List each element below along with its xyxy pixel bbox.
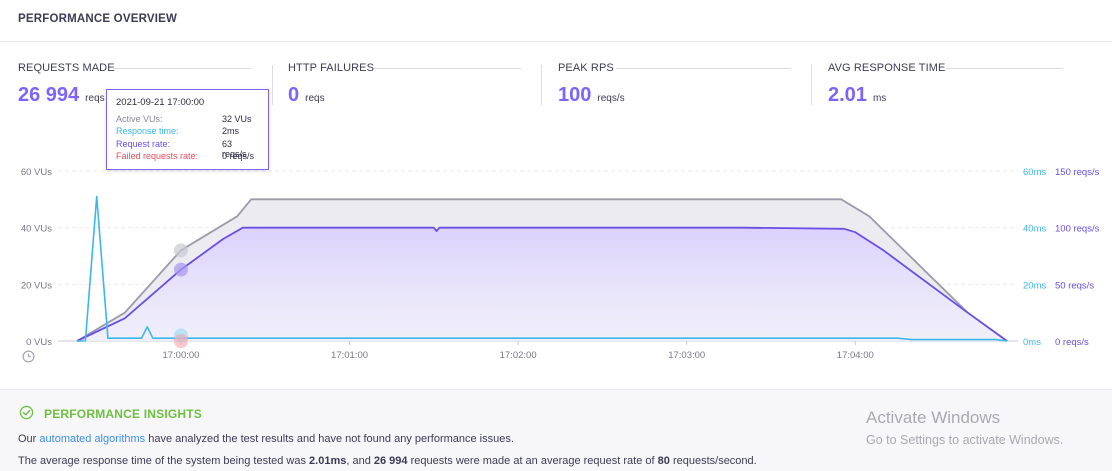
- stat-value-failures: 0 reqs: [288, 84, 325, 106]
- chart-canvas[interactable]: 0 VUs 0ms 0 reqs/s 20 VUs 20ms 50 reqs/s 40 VU…: [0, 155, 1112, 370]
- tooltip-value: 32 VUs: [222, 114, 252, 124]
- tooltip-row-failed-rate: Failed requests rate: 0 reqs/s: [116, 151, 259, 163]
- stat-value-requests: 26 994 reqs: [18, 84, 105, 106]
- hover-marker-rps: [173, 262, 188, 277]
- x-tick-label: 17:00:00: [162, 350, 199, 361]
- tooltip-label: Request rate:: [116, 138, 171, 149]
- tooltip-label: Failed requests rate:: [116, 150, 199, 161]
- tooltip-value: 2ms: [222, 126, 240, 137]
- y-tick-label-vus: 60 VUs: [21, 167, 52, 178]
- y-tick-label-rps: 50 reqs/s: [1055, 280, 1094, 291]
- x-tick-label: 17:03:00: [668, 350, 705, 361]
- y-tick-label-ms: 20ms: [1023, 280, 1046, 291]
- series-line-ms: [77, 195, 1008, 342]
- y-tick-label-vus: 0 VUs: [26, 337, 52, 348]
- stat-value-peak-rps: 100 reqs/s: [558, 84, 625, 106]
- tooltip-value: 0 reqs/s: [222, 150, 255, 161]
- stat-divider-line: [113, 68, 251, 69]
- stat-divider-line: [616, 68, 791, 69]
- tooltip-label: Response time:: [116, 126, 179, 137]
- windows-activation-title: Activate Windows: [866, 408, 1001, 427]
- tooltip-row-response: Response time: 2ms: [116, 126, 259, 138]
- series-line-vus: [76, 198, 1008, 342]
- x-tick-label: 17:01:00: [331, 350, 368, 361]
- stat-requests-made: REQUESTS MADE: [18, 62, 115, 74]
- performance-chart[interactable]: 0 VUs 0ms 0 reqs/s 20 VUs 20ms 50 reqs/s 40 VU…: [0, 155, 1112, 370]
- insights-title: PERFORMANCE INSIGHTS: [44, 407, 203, 421]
- y-tick-label-rps: 0 reqs/s: [1055, 337, 1089, 348]
- stat-label: REQUESTS MADE: [18, 62, 115, 74]
- check-circle-icon: [19, 405, 34, 420]
- y-tick-label-vus: 40 VUs: [21, 224, 52, 235]
- clock-icon: [22, 350, 35, 363]
- tooltip-label: Active VUs:: [116, 114, 163, 124]
- y-tick-label-ms: 0ms: [1023, 337, 1041, 348]
- hover-marker-failed: [173, 334, 188, 348]
- series-line-rps: [76, 226, 1008, 342]
- stat-divider-line: [946, 68, 1063, 69]
- x-tick-label: 17:04:00: [837, 350, 874, 361]
- stat-separator: [811, 65, 812, 105]
- stat-http-failures: HTTP FAILURES: [288, 62, 374, 74]
- chart-tooltip: 2021-09-21 17:00:00 Active VUs: 32 VUs R…: [106, 89, 269, 170]
- tooltip-row-vus: Active VUs: 32 VUs: [116, 114, 259, 126]
- y-tick-label-rps: 150 reqs/s: [1055, 167, 1100, 178]
- hover-marker-vus: [173, 243, 188, 258]
- insights-summary: Our automated algorithms have analyzed t…: [18, 433, 514, 445]
- tooltip-time: 2021-09-21 17:00:00: [116, 97, 205, 108]
- y-tick-label-rps: 100 reqs/s: [1055, 224, 1100, 235]
- y-tick-label-ms: 40ms: [1023, 224, 1046, 235]
- tooltip-value: 63 reqs/s: [222, 138, 247, 159]
- y-tick-label-vus: 20 VUs: [21, 280, 52, 291]
- stat-label: AVG RESPONSE TIME: [828, 62, 946, 74]
- stat-value-avg-response: 2.01 ms: [828, 84, 887, 106]
- stat-divider-line: [374, 68, 521, 69]
- stat-label: HTTP FAILURES: [288, 62, 375, 74]
- stat-separator: [541, 65, 542, 105]
- stat-peak-rps: PEAK RPS: [558, 62, 614, 74]
- windows-activation-hint: Go to Settings to activate Windows.: [866, 433, 1064, 447]
- insights-detail: The average response time of the system …: [18, 455, 757, 467]
- page-title: PERFORMANCE OVERVIEW: [18, 13, 178, 25]
- performance-insights-panel: PERFORMANCE INSIGHTS Our automated algor…: [0, 389, 1112, 471]
- automated-algorithms-link[interactable]: automated algorithms: [39, 433, 146, 445]
- x-tick-label: 17:02:00: [500, 350, 537, 361]
- tooltip-row-request-rate: Request rate: 63 reqs/s: [116, 138, 259, 159]
- stat-separator: [272, 65, 273, 105]
- stat-label: PEAK RPS: [558, 62, 614, 74]
- overview-header: PERFORMANCE OVERVIEW: [0, 0, 1112, 42]
- series-area-rps: [77, 227, 1007, 341]
- y-tick-label-ms: 60ms: [1023, 167, 1046, 178]
- stat-avg-response-time: AVG RESPONSE TIME: [828, 62, 945, 74]
